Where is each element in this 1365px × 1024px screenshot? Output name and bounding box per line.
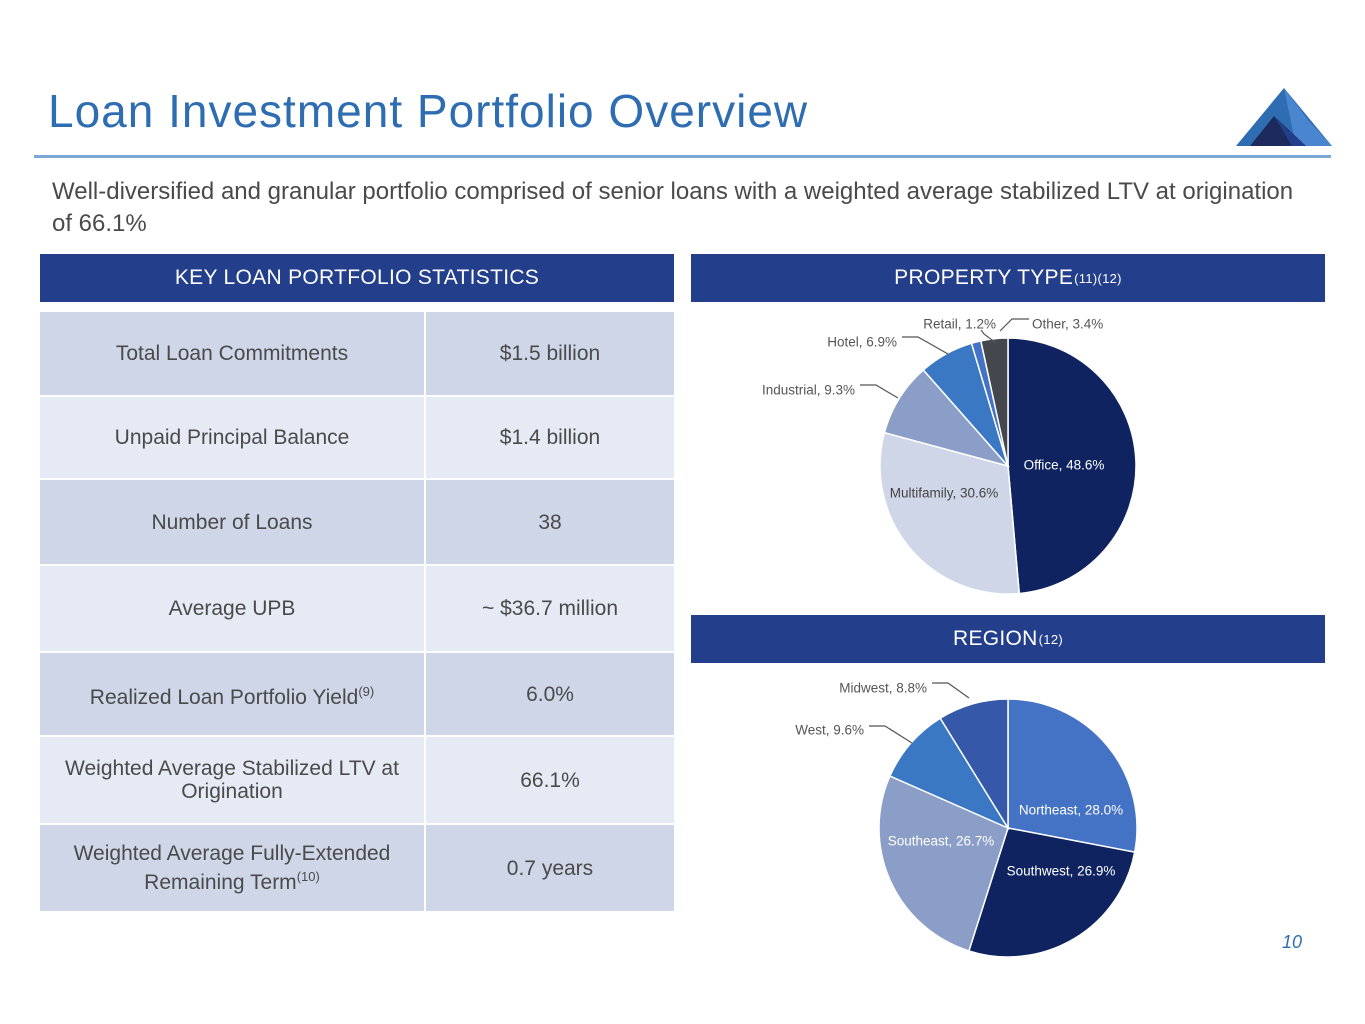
data-label-southeast: Southeast, 26.7% bbox=[888, 834, 995, 849]
page-number: 10 bbox=[1282, 932, 1303, 952]
pie-slice-northeast bbox=[1007, 698, 1138, 854]
data-label-other: Other, 3.4% bbox=[1032, 317, 1103, 332]
data-label-office: Office, 48.6% bbox=[1024, 458, 1105, 473]
subtitle: Well-diversified and granular portfolio … bbox=[52, 178, 1294, 237]
title-divider bbox=[34, 155, 1331, 158]
leader-line-other bbox=[999, 318, 1029, 332]
stats-row: Total Loan Commitments $1.5 billion bbox=[38, 310, 676, 397]
stat-label: Average UPB bbox=[38, 564, 426, 653]
pie-slice-midwest bbox=[939, 698, 1009, 831]
stat-value: $1.5 billion bbox=[424, 310, 676, 397]
stat-value: 38 bbox=[424, 478, 676, 566]
stat-value: ~ $36.7 million bbox=[424, 564, 676, 653]
leader-line-industrial bbox=[860, 384, 899, 399]
data-label-retail: Retail, 1.2% bbox=[923, 317, 996, 332]
leader-line-west bbox=[869, 725, 913, 744]
region-header-text: REGION bbox=[953, 627, 1038, 650]
data-label-west: West, 9.6% bbox=[795, 723, 864, 738]
property-type-header-sup: (11)(12) bbox=[1074, 270, 1122, 286]
leader-line-midwest bbox=[932, 682, 970, 699]
region-pie: Northeast, 28.0% Southwest, 26.9% Southeas… bbox=[795, 681, 1138, 958]
stats-header-text: KEY LOAN PORTFOLIO STATISTICS bbox=[174, 266, 540, 289]
pie-slice-southeast bbox=[878, 775, 1009, 952]
pie-slice-other bbox=[979, 337, 1009, 467]
stats-row: Number of Loans 38 bbox=[38, 478, 676, 566]
pie-slice-southwest bbox=[967, 827, 1136, 958]
stats-header: KEY LOAN PORTFOLIO STATISTICS bbox=[40, 254, 674, 302]
data-label-northeast: Northeast, 28.0% bbox=[1019, 803, 1123, 818]
data-label-southwest: Southwest, 26.9% bbox=[1007, 864, 1116, 879]
leader-line-hotel bbox=[902, 336, 949, 355]
data-label-multifamily: Multifamily, 30.6% bbox=[890, 486, 999, 501]
stat-label: Weighted Average Fully-Extended Remainin… bbox=[38, 823, 426, 913]
stats-row: Weighted Average Fully-Extended Remainin… bbox=[38, 823, 676, 913]
stats-row: Average UPB ~ $36.7 million bbox=[38, 564, 676, 653]
region-header-sup: (12) bbox=[1038, 631, 1063, 647]
stat-label: Weighted Average Stabilized LTV at Origi… bbox=[38, 735, 426, 825]
stat-label: Unpaid Principal Balance bbox=[38, 395, 426, 480]
data-label-hotel: Hotel, 6.9% bbox=[827, 335, 897, 350]
pie-slice-multifamily bbox=[879, 431, 1021, 595]
stat-label: Total Loan Commitments bbox=[38, 310, 426, 397]
company-logo bbox=[1236, 88, 1332, 146]
stat-value: 66.1% bbox=[424, 735, 676, 825]
property-type-pie: Office, 48.6% Multifamily, 30.6% Industria… bbox=[762, 317, 1137, 595]
property-type-header: PROPERTY TYPE (11)(12) bbox=[691, 254, 1325, 302]
stat-value: 0.7 years bbox=[424, 823, 676, 913]
data-label-industrial: Industrial, 9.3% bbox=[762, 383, 855, 398]
stat-label: Realized Loan Portfolio Yield(9) bbox=[38, 651, 426, 737]
leader-line-retail bbox=[980, 329, 997, 344]
page-title: Loan Investment Portfolio Overview bbox=[48, 85, 809, 137]
region-header: REGION (12) bbox=[691, 615, 1325, 663]
stat-label: Number of Loans bbox=[38, 478, 426, 566]
pie-slice-west bbox=[888, 717, 1010, 830]
property-type-header-text: PROPERTY TYPE bbox=[894, 266, 1074, 289]
pie-slice-office bbox=[1007, 337, 1137, 595]
stats-row: Unpaid Principal Balance $1.4 billion bbox=[38, 395, 676, 480]
stat-value: $1.4 billion bbox=[424, 395, 676, 480]
stats-row: Realized Loan Portfolio Yield(9) 6.0% bbox=[38, 651, 676, 737]
stat-value: 6.0% bbox=[424, 651, 676, 737]
data-label-midwest: Midwest, 8.8% bbox=[839, 681, 927, 696]
stats-table: Total Loan Commitments $1.5 billion Unpa… bbox=[38, 310, 676, 913]
stats-row: Weighted Average Stabilized LTV at Origi… bbox=[38, 735, 676, 825]
